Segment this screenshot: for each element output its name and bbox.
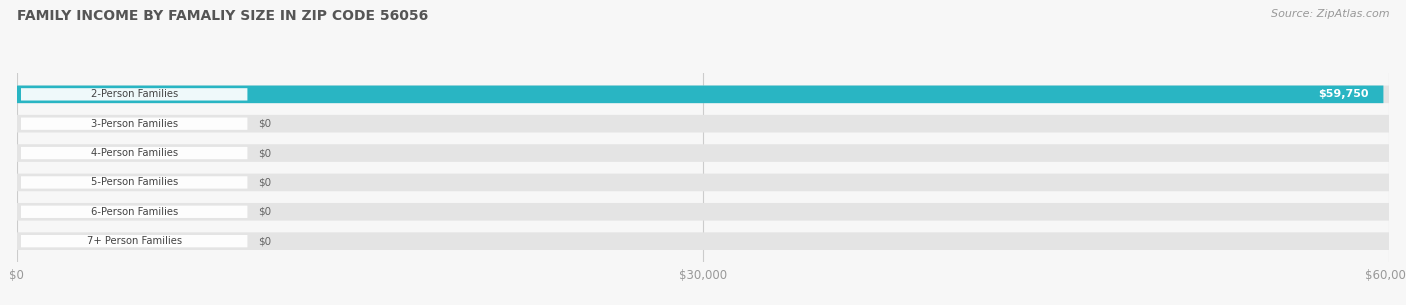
- FancyBboxPatch shape: [21, 235, 247, 247]
- Text: $59,750: $59,750: [1317, 89, 1368, 99]
- FancyBboxPatch shape: [21, 117, 247, 130]
- FancyBboxPatch shape: [21, 88, 247, 101]
- Text: FAMILY INCOME BY FAMALIY SIZE IN ZIP CODE 56056: FAMILY INCOME BY FAMALIY SIZE IN ZIP COD…: [17, 9, 427, 23]
- FancyBboxPatch shape: [21, 147, 247, 159]
- Text: $0: $0: [259, 236, 271, 246]
- FancyBboxPatch shape: [17, 144, 1389, 162]
- FancyBboxPatch shape: [17, 174, 1389, 191]
- FancyBboxPatch shape: [21, 176, 247, 188]
- FancyBboxPatch shape: [17, 85, 1389, 103]
- Text: 7+ Person Families: 7+ Person Families: [87, 236, 181, 246]
- Text: 4-Person Families: 4-Person Families: [90, 148, 177, 158]
- FancyBboxPatch shape: [17, 85, 1384, 103]
- FancyBboxPatch shape: [17, 203, 1389, 221]
- Text: 3-Person Families: 3-Person Families: [90, 119, 177, 129]
- FancyBboxPatch shape: [17, 115, 1389, 132]
- Text: 5-Person Families: 5-Person Families: [90, 178, 177, 188]
- FancyBboxPatch shape: [21, 206, 247, 218]
- Text: $0: $0: [259, 207, 271, 217]
- Text: 6-Person Families: 6-Person Families: [90, 207, 177, 217]
- Text: $0: $0: [259, 148, 271, 158]
- Text: $0: $0: [259, 178, 271, 188]
- FancyBboxPatch shape: [17, 232, 1389, 250]
- Text: 2-Person Families: 2-Person Families: [90, 89, 177, 99]
- Text: Source: ZipAtlas.com: Source: ZipAtlas.com: [1271, 9, 1389, 19]
- Text: $0: $0: [259, 119, 271, 129]
